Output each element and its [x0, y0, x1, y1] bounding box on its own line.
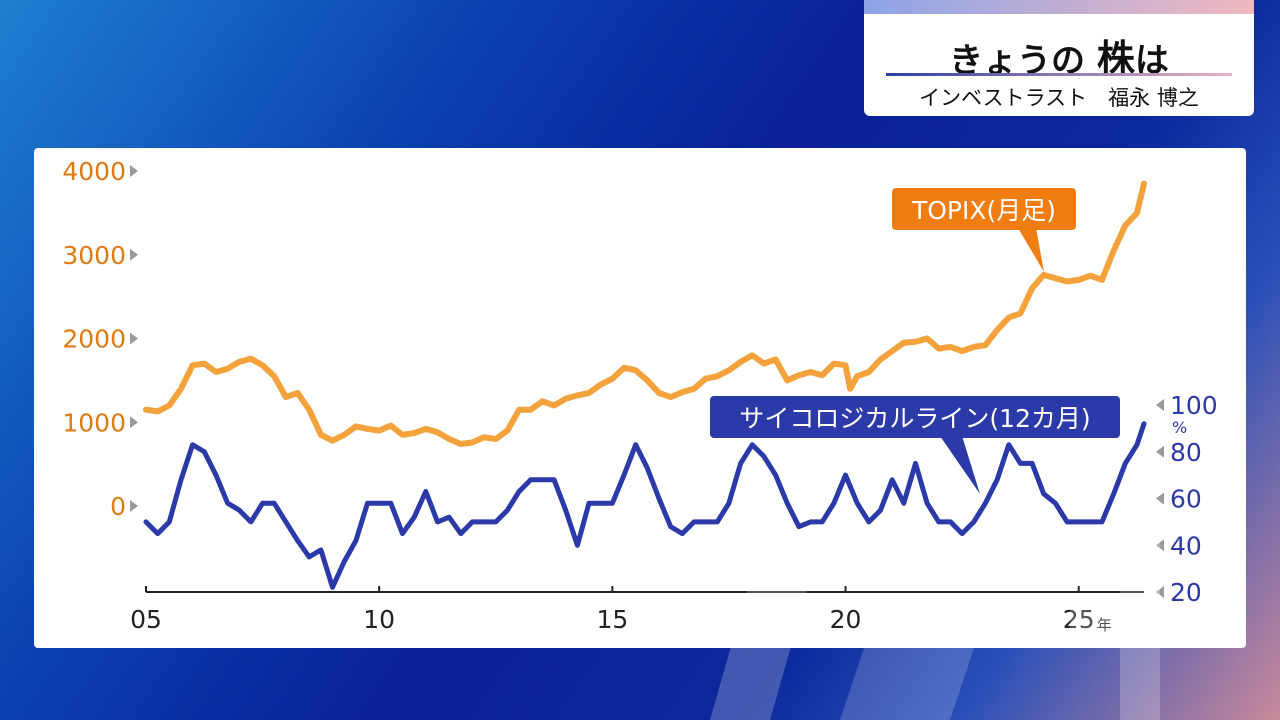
left-axis-tick-label: 3000	[62, 241, 126, 270]
psych-legend-callout: サイコロジカルライン(12カ月)	[710, 396, 1120, 494]
left-axis-tick-label: 4000	[62, 157, 126, 186]
title-divider	[886, 73, 1232, 76]
psych-label-pointer	[940, 436, 980, 494]
right-axis-tick-marker	[1156, 445, 1164, 458]
topix-legend-callout: TOPIX(月足)	[892, 188, 1076, 272]
right-axis-tick-label: 100	[1170, 391, 1218, 420]
presenter-byline: インベストラスト 福永 博之	[919, 86, 1199, 110]
x-axis: 05 10 15 20 25 年	[130, 586, 1112, 634]
left-axis-tick-marker	[130, 248, 138, 261]
x-axis-tick-label: 25	[1063, 605, 1095, 634]
right-axis-tick-label: 60	[1170, 485, 1202, 514]
topix-series-line	[143, 180, 1147, 447]
chart-panel: 0 1000 2000 3000 4000 20 40 60 80 100% 05 10 15 20 2…	[34, 148, 1246, 648]
left-axis: 0 1000 2000 3000 4000	[62, 157, 138, 521]
left-axis-tick-marker	[130, 332, 138, 345]
x-axis-tick-label: 20	[830, 605, 862, 634]
psychological-line-series-line	[143, 421, 1147, 590]
psych-label-box	[710, 396, 1120, 438]
topix-label-box	[892, 188, 1076, 230]
x-axis-tick-label: 15	[596, 605, 628, 634]
left-axis-tick-marker	[130, 500, 138, 512]
right-axis-tick-marker	[1156, 586, 1164, 598]
title-card: きょうの 株は インベストラスト 福永 博之	[864, 0, 1254, 116]
right-axis-tick-label: 80	[1170, 438, 1202, 467]
left-axis-tick-label: 2000	[62, 325, 126, 354]
left-axis-tick-marker	[130, 165, 138, 177]
psych-legend-label: サイコロジカルライン(12カ月)	[739, 404, 1090, 433]
right-axis-unit-label: %	[1172, 418, 1187, 437]
topix-label-pointer	[1018, 228, 1044, 272]
left-axis-tick-label: 0	[110, 492, 126, 521]
left-axis-tick-label: 1000	[62, 408, 126, 437]
title-card-accent-bar	[864, 0, 1254, 14]
left-axis-tick-marker	[130, 416, 138, 429]
x-axis-unit-label: 年	[1097, 616, 1112, 634]
right-axis: 20 40 60 80 100%	[1156, 391, 1218, 607]
right-axis-tick-marker	[1156, 399, 1164, 411]
right-axis-tick-marker	[1156, 492, 1164, 505]
right-axis-tick-label: 40	[1170, 531, 1202, 560]
x-axis-tick-label: 10	[363, 605, 395, 634]
right-axis-tick-label: 20	[1170, 578, 1202, 607]
x-axis-tick-label: 05	[130, 605, 162, 634]
right-axis-tick-marker	[1156, 539, 1164, 552]
topix-legend-label: TOPIX(月足)	[911, 196, 1056, 225]
